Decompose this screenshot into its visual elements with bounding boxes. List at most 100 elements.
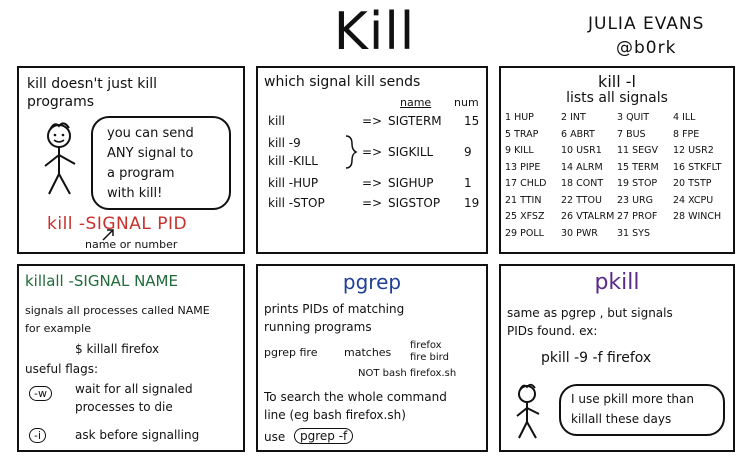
pgrep-example: pgrep fire bbox=[264, 346, 318, 359]
pkill-desc-1: same as pgrep , but signals bbox=[507, 306, 673, 320]
row-arrow: => bbox=[362, 114, 383, 128]
killall-desc-2: for example bbox=[25, 322, 91, 335]
pkill-bubble-1: I use pkill more than bbox=[571, 392, 694, 406]
flag-i-desc: ask before signalling bbox=[75, 428, 200, 442]
row-cmd: kill -HUP bbox=[268, 176, 319, 190]
signal-entry: 11 SEGV bbox=[617, 145, 659, 156]
signal-entry: 3 QUIT bbox=[617, 112, 650, 123]
arrow-up-icon bbox=[102, 229, 114, 241]
row-signal-num: 15 bbox=[464, 114, 480, 128]
signal-entry: 28 WINCH bbox=[673, 211, 722, 222]
panel5-title: pgrep bbox=[342, 270, 402, 294]
panel6-title: pkill bbox=[594, 270, 640, 295]
flag-i-badge: -i bbox=[29, 428, 47, 443]
signal-entry: 16 STKFLT bbox=[673, 161, 722, 173]
flag-w-desc-2: processes to die bbox=[75, 400, 173, 414]
row-cmd: kill -KILL bbox=[268, 154, 318, 168]
signal-entry: 30 PWR bbox=[561, 227, 598, 239]
signal-entry: 7 BUS bbox=[617, 128, 646, 140]
signal-entry: 23 URG bbox=[617, 194, 654, 206]
bubble-line-3: a program bbox=[107, 166, 175, 181]
signal-entry: 13 PIPE bbox=[505, 161, 541, 173]
signal-entry: 19 STOP bbox=[617, 178, 658, 189]
panel2-title: which signal kill sends bbox=[264, 74, 421, 90]
row-signal-name: SIGHUP bbox=[388, 176, 434, 190]
row-signal-name: SIGSTOP bbox=[388, 196, 441, 210]
signal-entry: 20 TSTP bbox=[673, 178, 712, 189]
panel-pkill: pkill same as pgrep , but signals PIDs f… bbox=[499, 264, 735, 452]
col-header-name: name bbox=[400, 96, 432, 109]
signal-entry: 5 TRAP bbox=[505, 128, 539, 140]
signal-entry: 18 CONT bbox=[561, 178, 604, 189]
bubble-line-4: with kill! bbox=[107, 186, 163, 201]
signal-entry: 14 ALRM bbox=[561, 161, 603, 173]
row-arrow: => bbox=[362, 196, 383, 210]
stick-figure-icon bbox=[44, 122, 76, 195]
page-title: Kill bbox=[333, 2, 416, 62]
row-signal-num: 1 bbox=[464, 176, 472, 190]
signal-entry: 24 XCPU bbox=[673, 194, 714, 206]
pkill-desc-2: PIDs found. ex: bbox=[507, 324, 598, 338]
intro-line-2: programs bbox=[27, 94, 95, 110]
row-cmd: kill -9 bbox=[268, 136, 301, 150]
pgrep-search-2: line (eg bash firefox.sh) bbox=[264, 408, 406, 422]
speech-bubble: you can send ANY signal to a program wit… bbox=[91, 116, 231, 210]
match-firefox: firefox bbox=[410, 340, 442, 351]
not-match: NOT bash firefox.sh bbox=[358, 368, 457, 379]
flags-label: useful flags: bbox=[25, 362, 99, 376]
author-name: JULIA EVANS bbox=[588, 14, 705, 34]
panel-pgrep: pgrep prints PIDs of matching running pr… bbox=[256, 264, 488, 452]
panel-signal-table: which signal kill sends name num kill =>… bbox=[256, 66, 488, 254]
signal-entry: 25 XFSZ bbox=[505, 211, 545, 222]
row-signal-num: 19 bbox=[464, 196, 480, 210]
use-label: use bbox=[264, 430, 286, 444]
pgrep-f-badge: pgrep -f bbox=[294, 428, 354, 444]
panel-killall: killall -SIGNAL NAME signals all process… bbox=[17, 264, 245, 452]
pkill-example: pkill -9 -f firefox bbox=[541, 350, 652, 366]
row-arrow: => bbox=[362, 176, 383, 190]
panel3-subtitle: lists all signals bbox=[566, 90, 668, 106]
pgrep-search-1: To search the whole command bbox=[264, 390, 447, 404]
signal-entry: 2 INT bbox=[561, 112, 586, 123]
signal-entry: 22 TTOU bbox=[561, 194, 602, 206]
signal-entry: 17 CHLD bbox=[505, 178, 547, 189]
signal-entry: 29 POLL bbox=[505, 227, 544, 239]
row-arrow: => bbox=[362, 145, 383, 159]
signal-list: 1 HUP 2 INT 3 QUIT 4 ILL 5 TRAP 6 ABRT 7 BUS 8 … bbox=[505, 112, 733, 252]
signal-entry: 27 PROF bbox=[617, 211, 658, 222]
stick-figure-icon bbox=[516, 383, 540, 439]
bubble-line-2: ANY signal to bbox=[107, 146, 194, 161]
author-handle: @b0rk bbox=[615, 38, 677, 58]
signal-entry: 31 SYS bbox=[617, 227, 650, 239]
intro-line-1: kill doesn't just kill bbox=[27, 76, 158, 92]
bubble-line-1: you can send bbox=[107, 126, 194, 141]
signal-entry: 8 FPE bbox=[673, 128, 700, 140]
row-cmd: kill -STOP bbox=[268, 196, 325, 210]
row-signal-name: SIGKILL bbox=[388, 145, 434, 159]
panel3-title: kill -l bbox=[598, 72, 636, 91]
killall-desc-1: signals all processes called NAME bbox=[25, 304, 210, 317]
signal-entry: 15 TERM bbox=[617, 161, 659, 173]
col-header-num: num bbox=[454, 96, 479, 109]
panel-kill-intro: kill doesn't just kill programs you can … bbox=[17, 66, 245, 254]
row-signal-num: 9 bbox=[464, 145, 472, 159]
signal-entry: 9 KILL bbox=[505, 145, 534, 156]
pgrep-desc-1: prints PIDs of matching bbox=[264, 302, 405, 316]
signal-entry: 4 ILL bbox=[673, 112, 696, 123]
signal-entry: 21 TTIN bbox=[505, 194, 542, 206]
author-credit: JULIA EVANS @b0rk bbox=[588, 12, 704, 60]
match-firebird: fire bird bbox=[410, 352, 449, 363]
signal-entry: 12 USR2 bbox=[673, 145, 714, 156]
kill-signal-command: kill -SIGNAL PID bbox=[47, 214, 188, 234]
killall-example: $ killall firefox bbox=[75, 342, 160, 356]
flag-w-badge: -w bbox=[29, 386, 52, 401]
signal-entry: 26 VTALRM bbox=[561, 211, 615, 222]
signal-entry: 6 ABRT bbox=[561, 128, 595, 140]
row-cmd: kill bbox=[268, 114, 285, 128]
signal-entry: 10 USR1 bbox=[561, 145, 602, 156]
signal-note: name or number bbox=[85, 238, 178, 251]
pgrep-desc-2: running programs bbox=[264, 320, 372, 334]
pkill-bubble-2: killall these days bbox=[571, 412, 672, 426]
panel4-title: killall -SIGNAL NAME bbox=[25, 272, 178, 290]
signal-entry: 1 HUP bbox=[505, 112, 534, 123]
